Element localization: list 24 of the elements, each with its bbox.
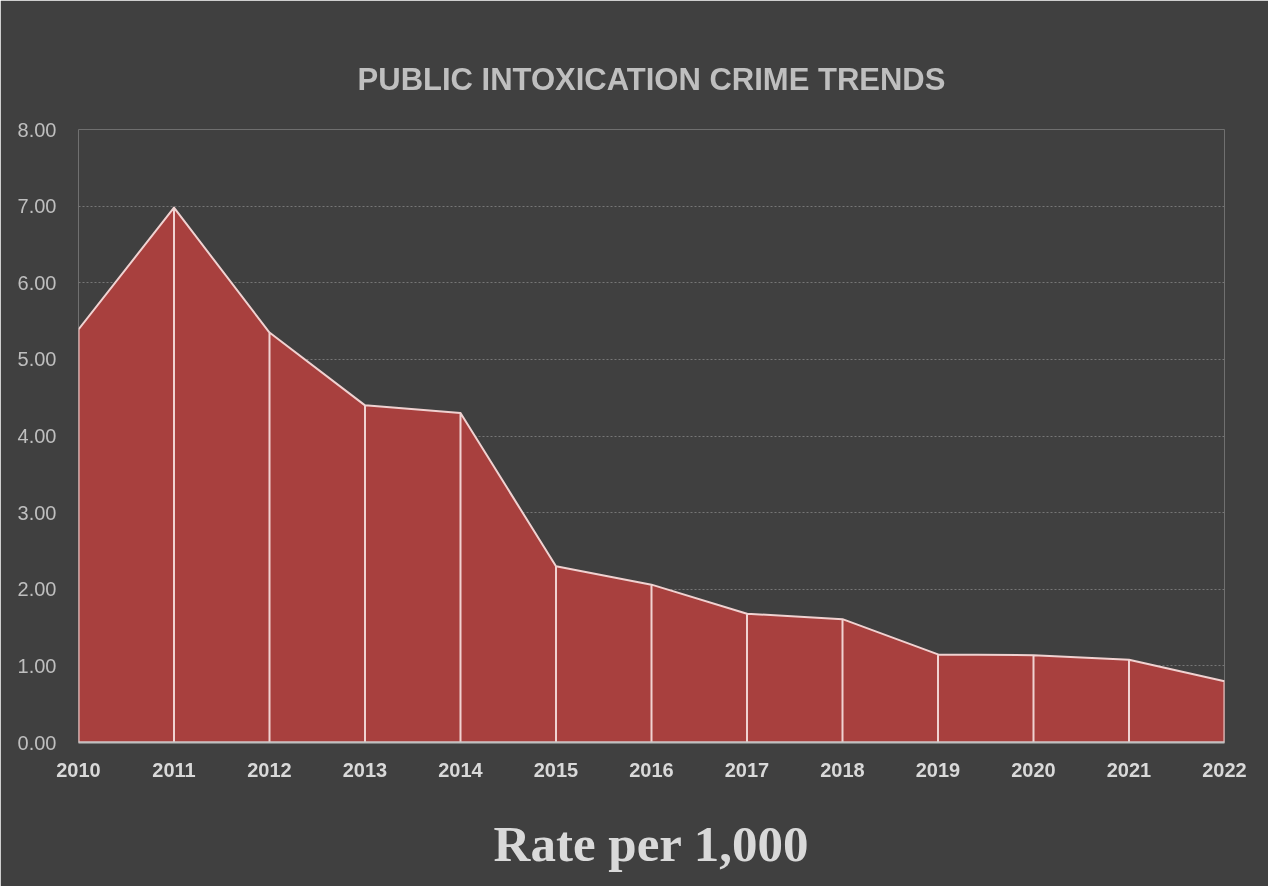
x-tick-label: 2020 [1011,758,1056,781]
x-tick-label: 2010 [56,758,101,781]
x-tick-label: 2012 [247,758,292,781]
x-tick-label: 2021 [1106,758,1152,781]
x-tick-label: 2022 [1202,758,1247,781]
y-tick-label: 6.00 [17,271,57,294]
x-tick-label: 2019 [915,758,961,781]
y-tick-label: 2.00 [17,578,57,601]
chart-title: PUBLIC INTOXICATION CRIME TRENDS [357,61,946,97]
x-tick-label: 2016 [629,758,674,781]
y-tick-label: 5.00 [17,348,57,371]
x-tick-label: 2013 [342,758,388,781]
x-tick-label: 2017 [724,758,770,781]
y-tick-label: 0.00 [17,731,57,754]
x-tick-label: 2015 [533,758,579,781]
y-tick-label: 8.00 [17,118,57,141]
y-tick-label: 1.00 [17,654,57,677]
y-tick-label: 7.00 [17,195,57,218]
y-tick-label: 3.00 [17,501,57,524]
x-axis-title: Rate per 1,000 [493,815,809,872]
x-tick-label: 2011 [152,758,196,781]
y-tick-label: 4.00 [17,425,57,447]
x-tick-label: 2018 [820,758,865,781]
x-tick-label: 2014 [438,758,484,781]
